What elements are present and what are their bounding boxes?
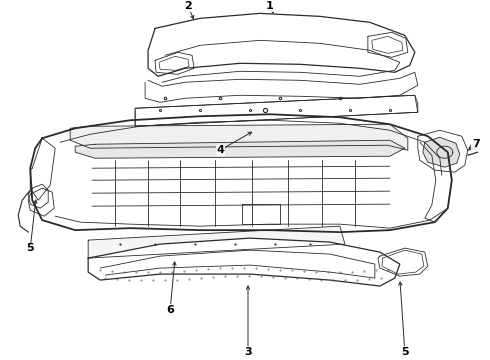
Text: 1: 1 <box>266 1 274 12</box>
Polygon shape <box>75 140 405 158</box>
Polygon shape <box>418 130 468 172</box>
Polygon shape <box>30 138 55 200</box>
Text: 5: 5 <box>26 243 34 253</box>
Text: 3: 3 <box>244 347 252 357</box>
Polygon shape <box>88 238 400 286</box>
Text: 5: 5 <box>401 347 409 357</box>
Polygon shape <box>88 226 345 258</box>
Text: 7: 7 <box>472 139 480 149</box>
Polygon shape <box>155 52 194 74</box>
Polygon shape <box>28 184 48 208</box>
Polygon shape <box>70 124 408 150</box>
Polygon shape <box>28 188 54 216</box>
Polygon shape <box>368 32 408 57</box>
Polygon shape <box>30 114 452 232</box>
Polygon shape <box>148 13 415 76</box>
Polygon shape <box>242 204 280 224</box>
Polygon shape <box>423 137 460 167</box>
Text: 4: 4 <box>216 145 224 155</box>
Text: 6: 6 <box>166 305 174 315</box>
Polygon shape <box>135 95 418 126</box>
Polygon shape <box>378 248 428 276</box>
Text: 2: 2 <box>184 1 192 12</box>
